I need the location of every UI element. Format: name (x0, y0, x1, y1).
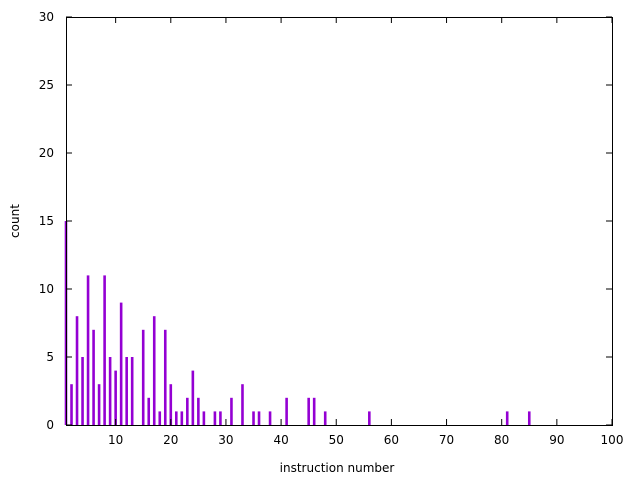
bar (86, 275, 90, 425)
y-tick-label: 5 (46, 350, 54, 364)
plot-frame (66, 17, 613, 426)
y-tick-label: 30 (39, 10, 54, 24)
y-tick-label: 15 (39, 214, 54, 228)
bar (92, 329, 95, 425)
bar (163, 329, 167, 425)
bar (285, 397, 288, 425)
bar (230, 397, 233, 425)
y-tick-label: 10 (39, 282, 54, 296)
bar (505, 411, 509, 425)
x-tick-label: 60 (384, 433, 399, 447)
bar (114, 370, 117, 425)
x-tick-label: 10 (108, 433, 123, 447)
bar (169, 384, 173, 425)
bar (141, 329, 145, 425)
bar (175, 411, 178, 425)
bar (81, 357, 84, 425)
bar (75, 316, 79, 425)
y-tick-label: 25 (39, 78, 54, 92)
bar (97, 384, 101, 425)
x-axis-label: instruction number (280, 461, 395, 475)
bars-group (64, 221, 531, 425)
bar (241, 384, 244, 425)
bar (197, 397, 200, 425)
bar (213, 411, 217, 425)
bar (268, 411, 272, 425)
x-tick-label: 90 (549, 433, 564, 447)
bar (125, 357, 128, 425)
bar (323, 411, 327, 425)
bar (186, 397, 189, 425)
bar (103, 275, 106, 425)
bar (108, 357, 112, 425)
bar (307, 397, 310, 425)
bar (158, 411, 162, 425)
y-axis-label: count (8, 204, 22, 238)
bar (312, 397, 316, 425)
y-axis: 0 5 10 15 20 25 30 (39, 10, 612, 432)
x-tick-label: 50 (329, 433, 344, 447)
x-tick-label: 40 (273, 433, 288, 447)
x-tick-label: 30 (218, 433, 233, 447)
bar (257, 411, 261, 425)
bar (252, 411, 255, 425)
bar (152, 316, 156, 425)
bar (70, 384, 73, 425)
bar (527, 411, 531, 425)
bar (147, 397, 151, 425)
bar (219, 411, 222, 425)
x-tick-label: 20 (163, 433, 178, 447)
x-tick-label: 80 (494, 433, 509, 447)
bar (202, 411, 206, 425)
x-tick-label: 100 (601, 433, 624, 447)
x-tick-label: 70 (439, 433, 454, 447)
y-tick-label: 20 (39, 146, 54, 160)
bar (119, 302, 123, 425)
bar (130, 357, 134, 425)
bar (180, 411, 184, 425)
x-axis: 10 20 30 40 50 60 70 80 90 100 (108, 17, 623, 447)
bar (191, 370, 195, 425)
y-tick-label: 0 (46, 418, 54, 432)
bar (368, 411, 371, 425)
